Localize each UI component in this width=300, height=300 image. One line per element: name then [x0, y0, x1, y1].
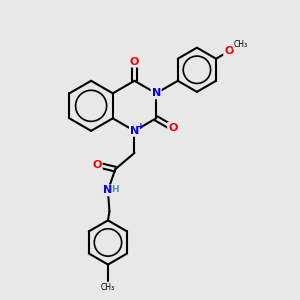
- Text: H: H: [112, 185, 119, 194]
- Text: N: N: [152, 88, 161, 98]
- Text: O: O: [224, 46, 233, 56]
- Text: O: O: [92, 160, 102, 170]
- Text: O: O: [130, 57, 139, 67]
- Text: N: N: [103, 185, 112, 195]
- Text: N: N: [130, 126, 139, 136]
- Text: O: O: [168, 123, 177, 133]
- Text: CH₃: CH₃: [101, 283, 115, 292]
- Text: CH₃: CH₃: [233, 40, 247, 49]
- Text: +: +: [136, 122, 144, 131]
